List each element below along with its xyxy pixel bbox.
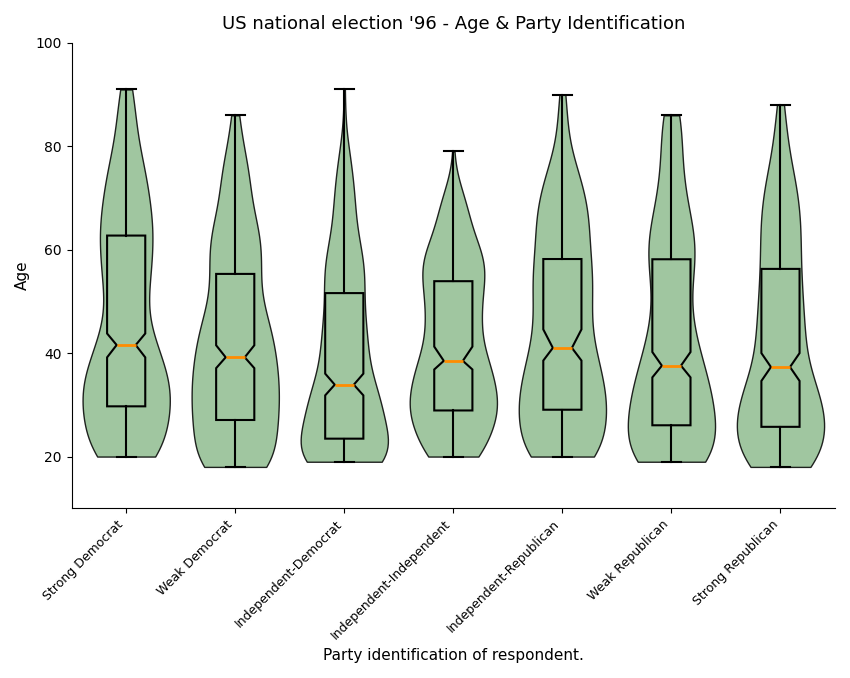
Y-axis label: Age: Age xyxy=(15,261,30,290)
Title: US national election '96 - Age & Party Identification: US national election '96 - Age & Party I… xyxy=(222,15,685,33)
X-axis label: Party identification of respondent.: Party identification of respondent. xyxy=(323,648,584,663)
